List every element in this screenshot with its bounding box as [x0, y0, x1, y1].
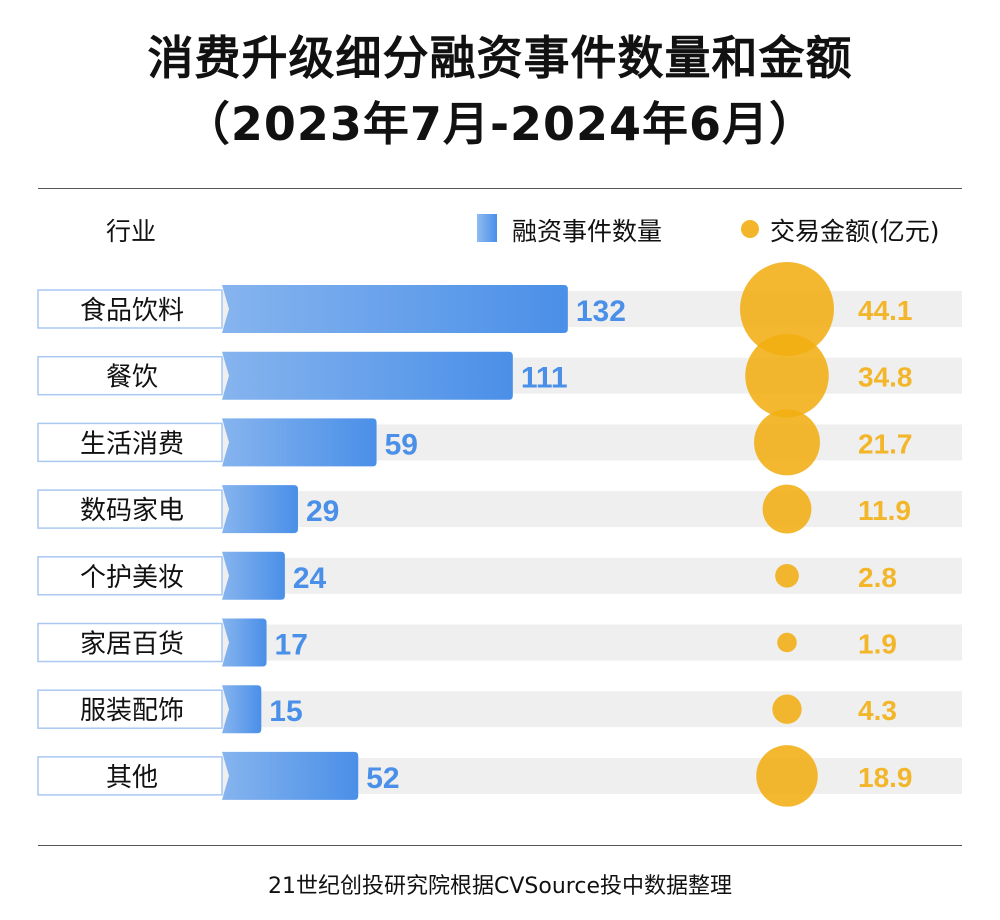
legend-bubble-label: 交易金额(亿元) — [770, 217, 940, 246]
row-band — [222, 691, 962, 728]
amount-bubble — [777, 632, 797, 653]
bottom-divider — [38, 845, 962, 846]
legend-bubble-swatch — [741, 220, 759, 238]
category-box — [37, 422, 223, 463]
amount-value-label: 4.3 — [858, 695, 897, 726]
bar-value-label: 17 — [275, 629, 308, 662]
category-label: 餐饮 — [106, 363, 158, 393]
amount-value-label: 21.7 — [858, 428, 913, 459]
category-header: 行业 — [106, 217, 157, 246]
category-label: 个护美妆 — [80, 563, 184, 593]
bar-value-label: 15 — [269, 695, 302, 728]
category-box — [37, 289, 223, 329]
bar-value-label: 24 — [293, 562, 327, 595]
amount-bubble — [754, 409, 820, 476]
category-label: 其他 — [106, 763, 158, 793]
bar — [222, 751, 359, 800]
amount-bubble — [756, 745, 818, 807]
category-box — [37, 689, 223, 729]
amount-bubble — [740, 262, 834, 356]
amount-bubble — [745, 333, 829, 418]
bar-value-label: 29 — [306, 495, 339, 528]
amount-bubble — [775, 563, 799, 588]
bar-value-label: 132 — [576, 295, 626, 328]
amount-bubble — [762, 484, 812, 534]
top-divider — [38, 188, 962, 189]
category-label: 数码家电 — [80, 496, 184, 526]
legend-bar-swatch — [477, 214, 497, 242]
category-box — [37, 556, 223, 596]
amount-value-label: 2.8 — [858, 562, 897, 593]
bar-value-label: 52 — [366, 762, 399, 795]
category-label: 服装配饰 — [80, 696, 184, 726]
bar — [222, 285, 568, 333]
legend-bar-label: 融资事件数量 — [512, 217, 663, 246]
amount-value-label: 18.9 — [858, 762, 913, 793]
category-label: 生活消费 — [80, 429, 184, 459]
category-box — [37, 489, 223, 529]
row-band — [222, 557, 962, 594]
amount-value-label: 1.9 — [858, 629, 897, 660]
bar — [222, 485, 298, 534]
category-box — [37, 355, 223, 396]
amount-bubble — [772, 694, 802, 724]
bar — [222, 418, 377, 467]
category-label: 食品饮料 — [80, 296, 184, 326]
bar-value-label: 59 — [385, 428, 418, 461]
bar — [222, 618, 267, 667]
bar — [222, 551, 285, 600]
amount-value-label: 44.1 — [858, 295, 913, 326]
chart-title: 消费升级细分融资事件数量和金额 — [147, 31, 853, 85]
bar-value-label: 111 — [521, 362, 568, 395]
row-band — [222, 491, 962, 528]
amount-value-label: 11.9 — [858, 495, 911, 526]
category-box — [37, 622, 223, 663]
category-box — [37, 756, 223, 796]
bar — [222, 351, 513, 400]
source-note: 21世纪创投研究院根据CVSource投中数据整理 — [268, 874, 732, 899]
amount-value-label: 34.8 — [858, 362, 913, 393]
bar — [222, 685, 262, 734]
chart-subtitle: （2023年7月-2024年6月） — [183, 97, 817, 151]
category-label: 家居百货 — [80, 630, 184, 660]
row-band — [222, 624, 962, 661]
